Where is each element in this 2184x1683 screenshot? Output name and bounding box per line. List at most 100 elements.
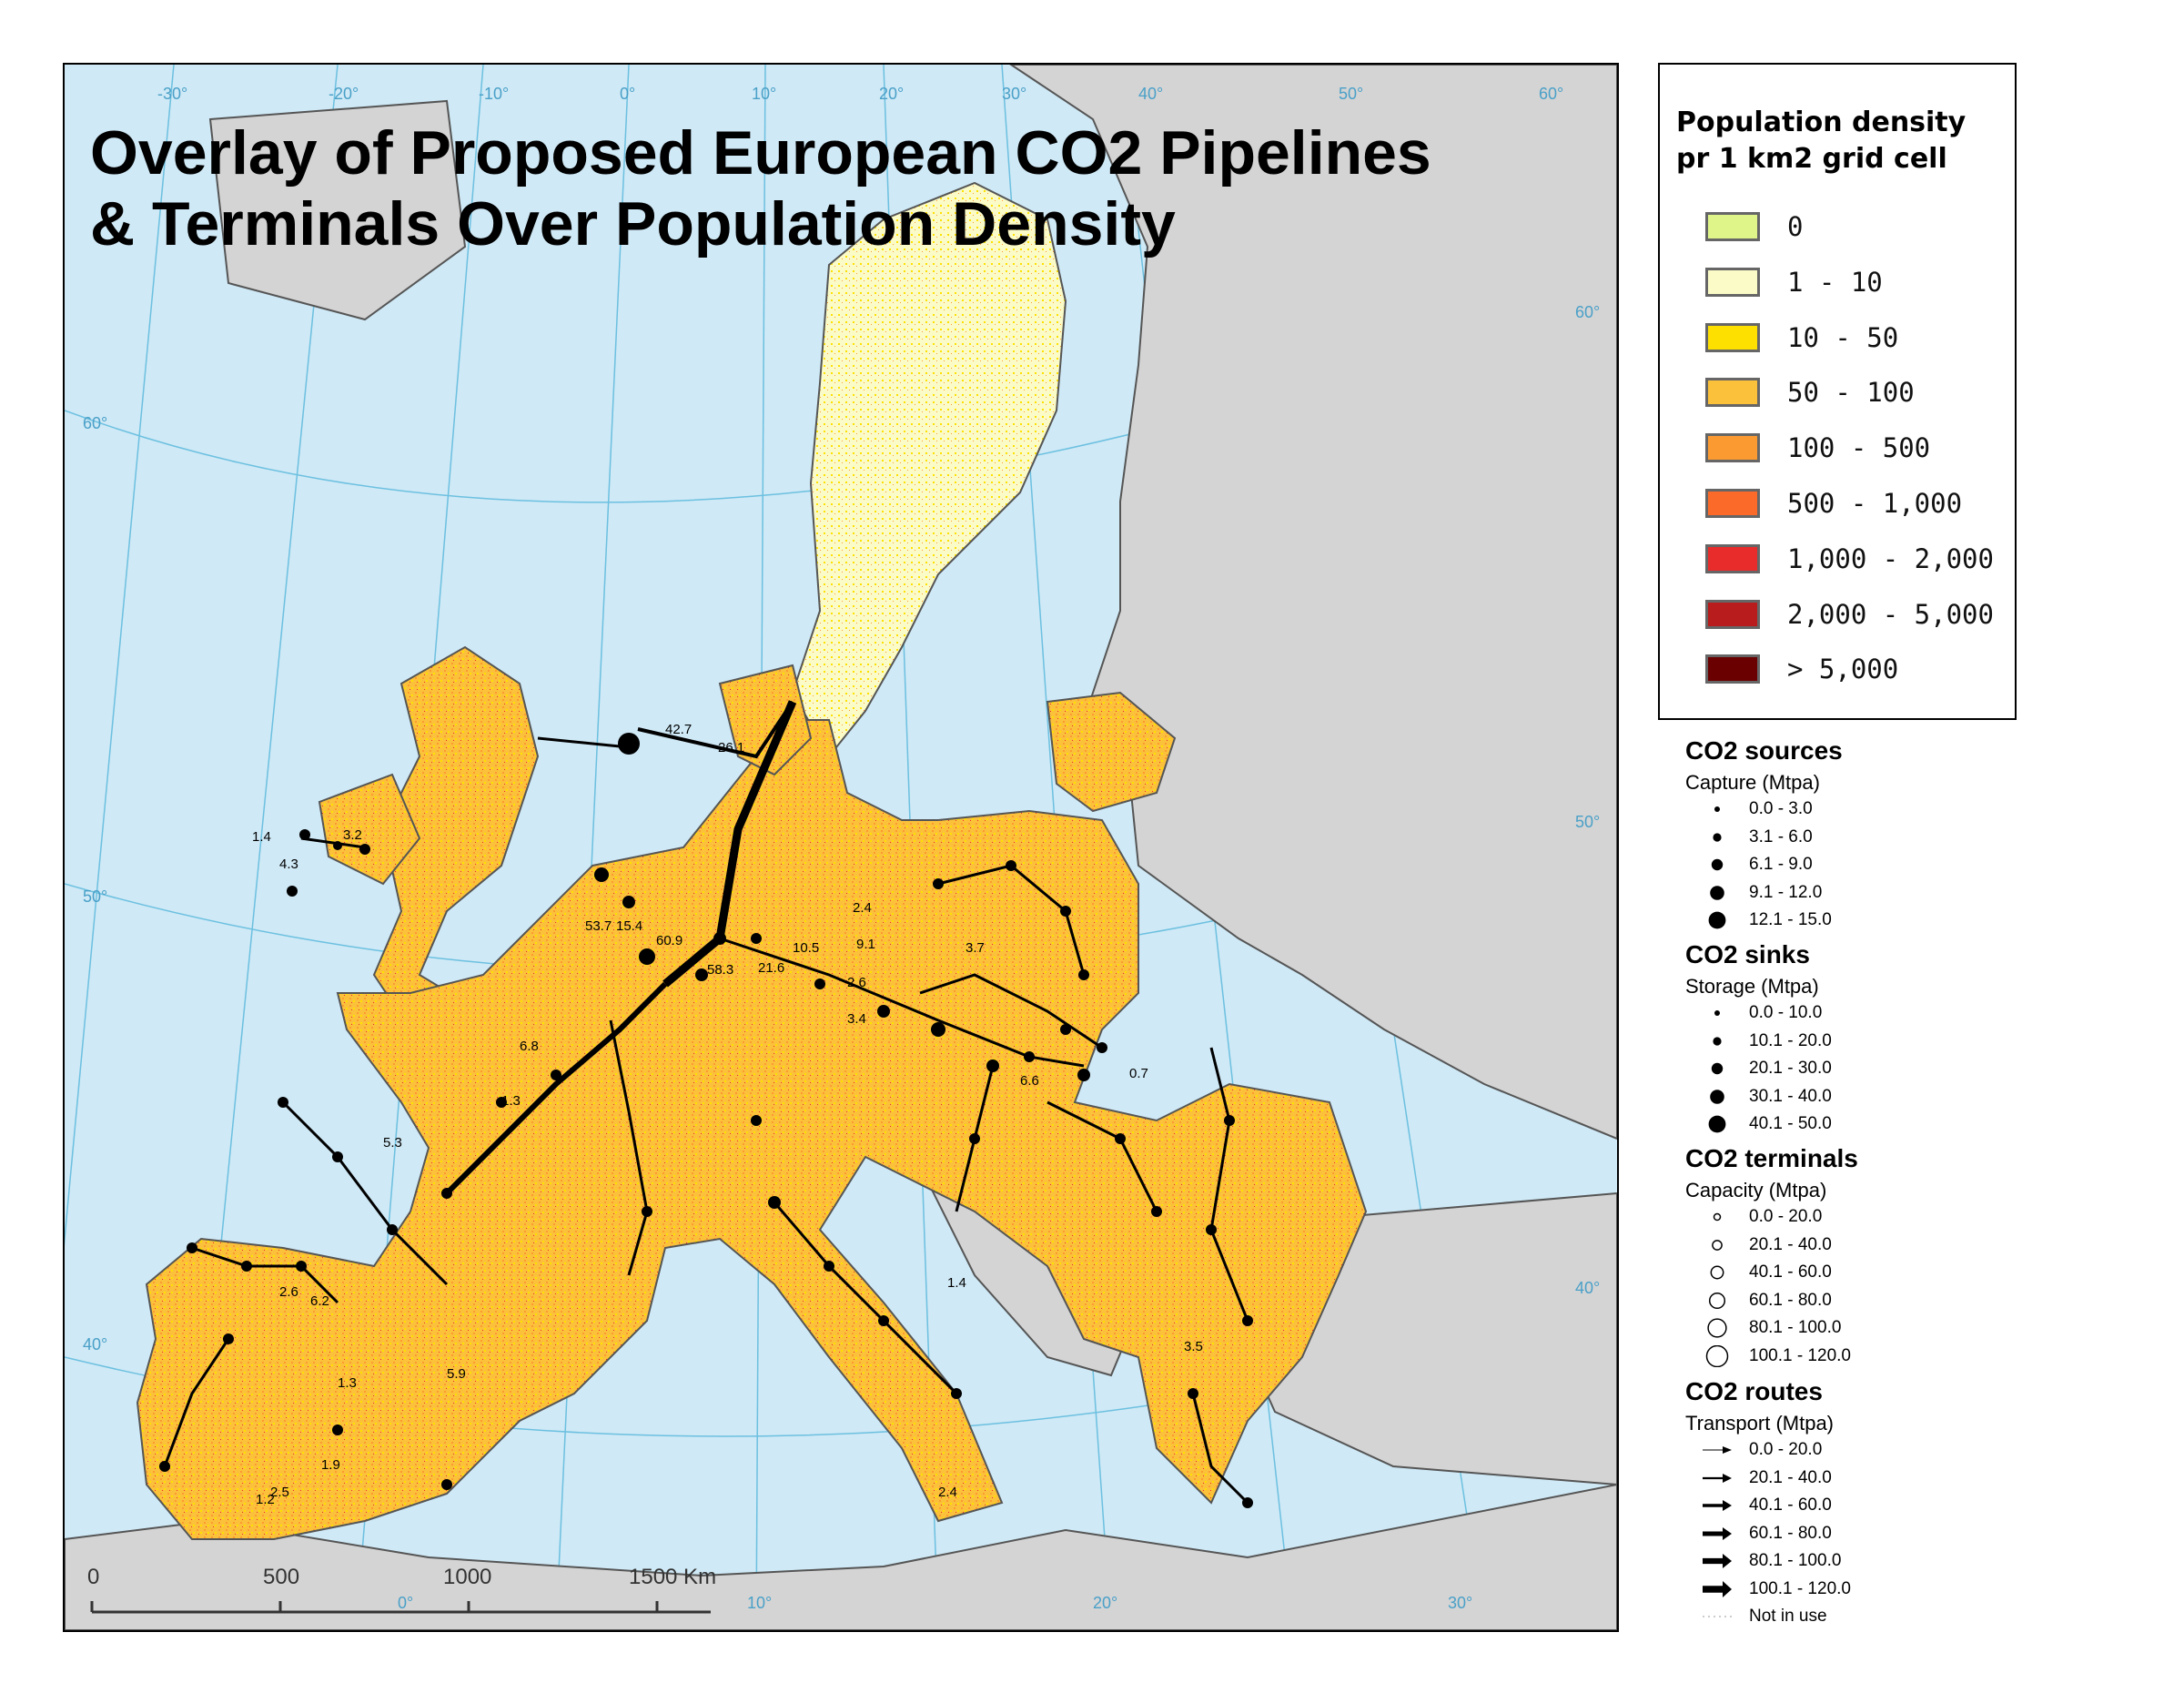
arrow-icon [1685,1467,1749,1489]
dot-icon [1685,798,1749,820]
legend-item: 100 - 500 [1705,430,1930,466]
graticule-label: -10° [479,85,510,103]
scale-label: 500 [263,1565,300,1589]
graticule-label: 60° [1575,303,1601,321]
route-value-label: 53.7 [585,918,612,934]
co2-sinks-unit: Storage (Mtpa) [1685,975,1819,998]
legend-item: 0 [1705,208,1803,245]
legend-item: 20.1 - 40.0 [1685,1232,1858,1260]
arrow-icon [1685,1578,1749,1600]
legend-label: Not in use [1749,1607,1827,1627]
graticule-label: 40° [1575,1279,1601,1297]
legend-label: 20.1 - 40.0 [1749,1467,1832,1487]
legend-item: 50 - 100 [1705,374,1915,411]
legend-item: 100.1 - 120.0 [1685,1576,1851,1604]
legend-item: 2,000 - 5,000 [1705,596,1994,633]
route-value-label: 21.6 [758,960,785,976]
legend-label: 10 - 50 [1787,321,1899,353]
legend-item: 0.0 - 20.0 [1685,1203,1858,1232]
legend-item: 40.1 - 50.0 [1685,1110,1832,1139]
population-legend: Population density pr 1 km2 grid cell 0 1… [1658,63,2017,720]
arrow-icon [1685,1439,1749,1461]
route-value-label: 1.4 [947,1275,966,1291]
dot-icon [1685,882,1749,904]
ring-icon [1685,1317,1749,1339]
legend-item: 60.1 - 80.0 [1685,1287,1858,1315]
ring-icon [1685,1262,1749,1283]
route-value-label: 3.2 [343,827,362,843]
co2-sources-unit: Capture (Mtpa) [1685,771,1820,794]
graticule-label: -20° [329,85,359,103]
legend-label: 60.1 - 80.0 [1749,1290,1832,1310]
route-value-label: 42.7 [665,722,693,737]
legend-item: 30.1 - 40.0 [1685,1083,1832,1111]
route-value-label: 3.4 [847,1011,866,1027]
dot-icon [1685,909,1749,931]
legend-item: 10.1 - 20.0 [1685,1028,1832,1056]
ring-icon [1685,1344,1749,1367]
map-title-line-1: Overlay of Proposed European CO2 Pipelin… [90,118,1431,188]
graticule-label: 30° [1448,1594,1473,1612]
legend-item: Not in use [1685,1603,1851,1631]
scale-bar [90,1601,711,1614]
legend-label: 80.1 - 100.0 [1749,1551,1842,1571]
pipeline-routes [163,700,1249,1505]
legend-swatch [1705,212,1760,241]
map-area[interactable]: Overlay of Proposed European CO2 Pipelin… [63,63,1619,1632]
route-value-label: 10.5 [793,940,820,956]
route-value-label: 1.3 [338,1375,357,1391]
scale-label: 1000 [443,1565,492,1589]
graticule-label: -30° [157,85,188,103]
dot-icon [1685,1058,1749,1080]
dot-icon [1685,826,1749,848]
legend-label: 0.0 - 3.0 [1749,799,1813,819]
graticule-label: 50° [1575,813,1601,831]
dot-icon [1685,1030,1749,1052]
legend-swatch [1705,267,1760,297]
route-value-label: 2.6 [847,975,866,990]
legend-item: 20.1 - 30.0 [1685,1055,1832,1083]
legend-label: 40.1 - 60.0 [1749,1262,1832,1283]
graticule-label: 40° [83,1335,108,1353]
map-title: Overlay of Proposed European CO2 Pipelin… [90,117,1431,259]
ring-icon [1685,1206,1749,1228]
route-value-label: 3.7 [966,940,985,956]
legend-label: 9.1 - 12.0 [1749,882,1823,902]
route-value-label: 6.2 [310,1293,329,1309]
legend-item: 1 - 10 [1705,264,1883,300]
legend-swatch [1705,599,1760,629]
route-value-label: 4.3 [279,857,298,872]
route-value-label: 5.3 [383,1135,402,1151]
scale-label: 0 [87,1565,100,1589]
co2-terminals-legend: CO2 terminals Capacity (Mtpa) 0.0 - 20.0… [1685,1143,1858,1370]
route-value-label: 1.4 [252,829,271,845]
legend-label: 100.1 - 120.0 [1749,1345,1851,1365]
route-value-label: 1.9 [321,1457,340,1473]
legend-label: 500 - 1,000 [1787,488,1963,519]
graticule-label: 40° [1138,85,1164,103]
legend-item: 0.0 - 10.0 [1685,999,1832,1028]
legend-item: 0.0 - 20.0 [1685,1436,1851,1465]
legend-label: 2,000 - 5,000 [1787,598,1994,630]
route-value-label: 58.3 [707,962,734,978]
legend-label: 60.1 - 80.0 [1749,1523,1832,1543]
non-eu-land [65,65,1617,1630]
legend-item: 60.1 - 80.0 [1685,1520,1851,1548]
route-value-label: 2.4 [853,900,872,916]
route-value-label: 26.1 [718,740,745,755]
map-title-line-2: & Terminals Over Population Density [90,189,1176,259]
arrow-icon [1685,1550,1749,1572]
legend-item: 80.1 - 100.0 [1685,1547,1851,1576]
scale-label: 1500 Km [629,1565,717,1589]
legend-label: 50 - 100 [1787,377,1915,409]
legend-swatch [1705,489,1760,518]
co2-sources-heading: CO2 sources [1685,736,1843,765]
co2-terminals-heading: CO2 terminals [1685,1144,1858,1172]
eu-land [136,181,1368,1540]
legend-item: 1,000 - 2,000 [1705,541,1994,577]
arrow-icon [1685,1495,1749,1516]
legend-item: 6.1 - 9.0 [1685,851,1843,879]
legend-label: 0.0 - 10.0 [1749,1003,1823,1023]
graticule-label: 50° [83,887,108,906]
legend-label: 30.1 - 40.0 [1749,1086,1832,1106]
